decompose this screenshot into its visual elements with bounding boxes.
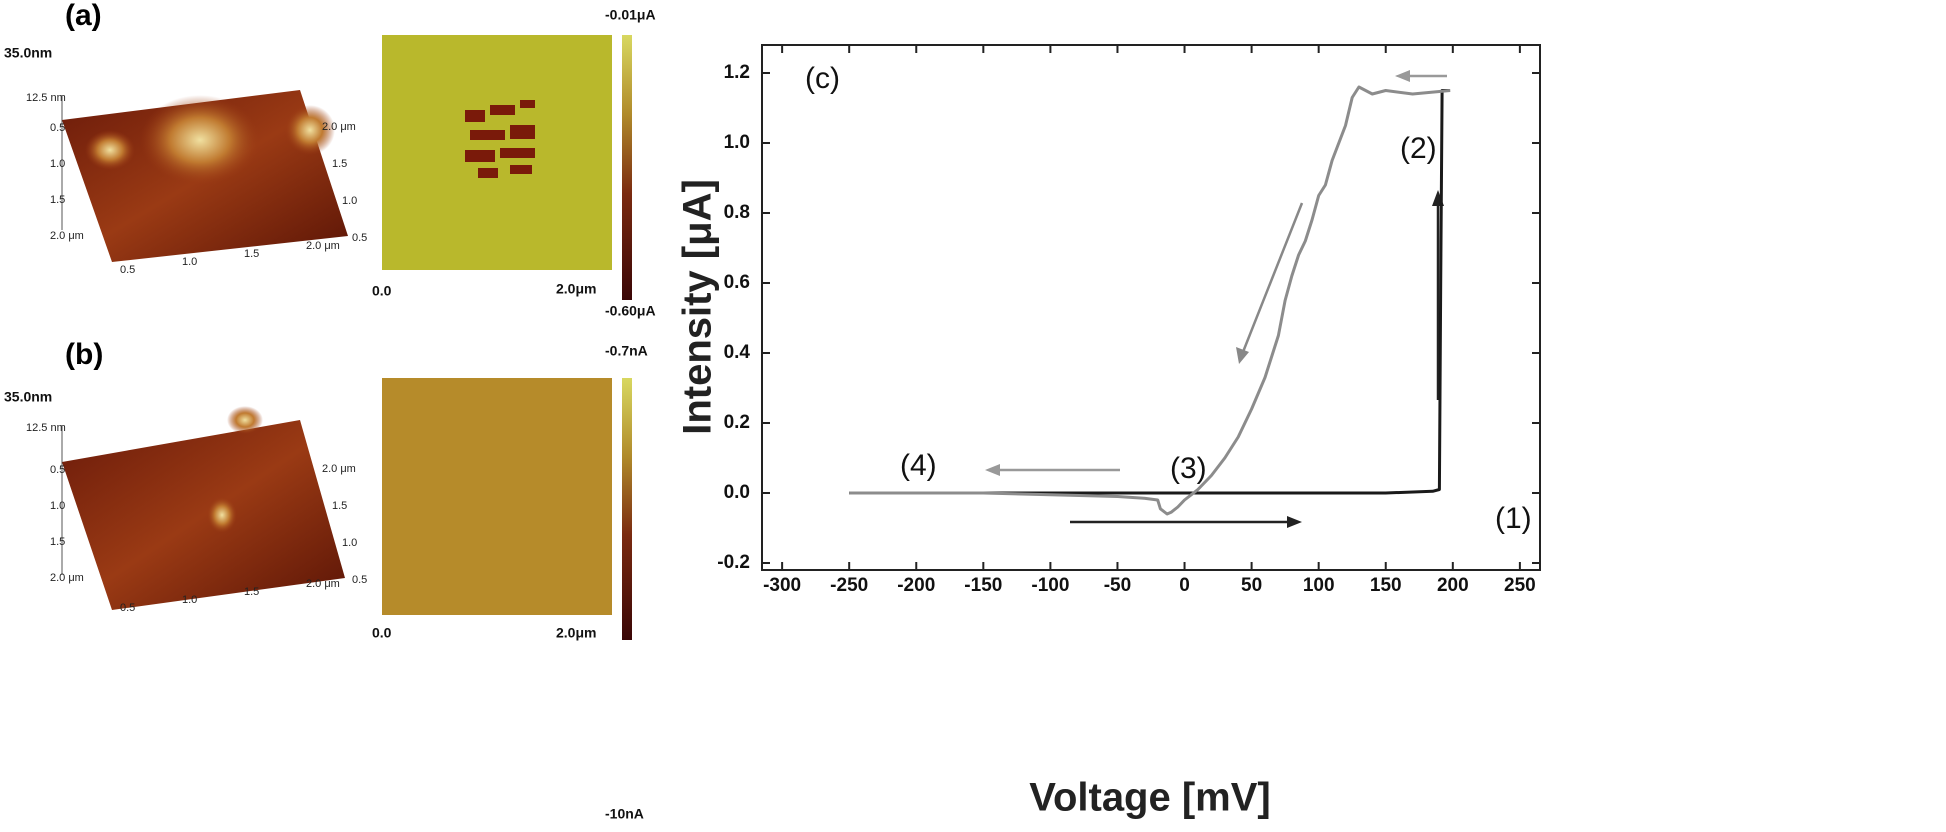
peak — [207, 497, 237, 533]
x-tick-label: 0 — [1179, 575, 1190, 596]
y-tick-label: 1.2 — [724, 62, 750, 83]
colorbar-min: -0.60μA — [605, 303, 656, 319]
topo-tick: 2.0 μm — [50, 230, 84, 242]
conductive-spots — [465, 100, 535, 178]
y-tick-label: 1.0 — [724, 132, 750, 153]
y-tick-label: 0.2 — [724, 412, 750, 433]
x-tick-label: -50 — [1104, 575, 1131, 596]
map-axis-label: 2.0μm — [556, 625, 596, 641]
y-tick-label: 0.6 — [724, 272, 750, 293]
panel-label: (b) — [65, 338, 103, 371]
height-max: 35.0nm — [4, 45, 52, 61]
annotation: (c) — [805, 62, 840, 95]
y-axis-title: Intensity [μA] — [676, 179, 720, 435]
panel-label: (a) — [65, 0, 102, 32]
peak — [227, 406, 263, 434]
peak — [285, 105, 335, 155]
topo-tick: 2.0 μm — [322, 121, 356, 133]
x-tick-label: -250 — [830, 575, 868, 596]
topography — [62, 420, 345, 610]
peak — [140, 95, 260, 185]
topo-tick: 1.5 — [244, 586, 259, 598]
map-axis-label: 2.0μm — [556, 281, 596, 297]
topo-tick: 1.5 — [244, 248, 259, 260]
map-axis-label: 0.0 — [372, 283, 392, 299]
x-tick-label: -200 — [897, 575, 935, 596]
topo-tick: 1.0 — [342, 537, 357, 549]
x-tick-label: 50 — [1241, 575, 1262, 596]
topo-tick: 0.5 — [120, 602, 135, 614]
y-tick-label: 0.0 — [724, 482, 750, 503]
x-tick-label: -150 — [964, 575, 1002, 596]
arrows — [985, 70, 1447, 528]
x-tick-label: -300 — [763, 575, 801, 596]
z-tick: 12.5 nm — [26, 422, 66, 434]
topo-tick: 0.5 — [50, 464, 65, 476]
x-tick-label: 150 — [1370, 575, 1402, 596]
topo-tick: 2.0 μm — [306, 240, 340, 252]
y-tick-label: -0.2 — [717, 552, 750, 573]
plot-frame — [761, 44, 1541, 571]
x-tick-label: 200 — [1437, 575, 1469, 596]
colorbar-max: -0.7nA — [605, 343, 648, 359]
topo-tick: 1.5 — [50, 194, 65, 206]
z-tick: 12.5 nm — [26, 92, 66, 104]
topo-tick: 0.5 — [120, 264, 135, 276]
topo-tick: 1.0 — [182, 256, 197, 268]
x-tick-label: 250 — [1504, 575, 1536, 596]
iv-chart: Intensity [μA] Voltage [mV] (c) (1) (2) … — [676, 44, 1541, 820]
annotation: (1) — [1495, 502, 1532, 535]
topo-tick: 0.5 — [50, 122, 65, 134]
annotation: (2) — [1400, 132, 1437, 165]
topo-tick: 1.0 — [50, 500, 65, 512]
topo-tick: 1.5 — [50, 536, 65, 548]
topo-tick: 0.5 — [352, 574, 367, 586]
topo-tick: 1.0 — [182, 594, 197, 606]
map-axis-label: 0.0 — [372, 625, 392, 641]
topo-tick: 1.5 — [332, 500, 347, 512]
height-max: 35.0nm — [4, 389, 52, 405]
annotation: (3) — [1170, 452, 1207, 485]
colorbar — [622, 378, 632, 640]
y-tick-label: 0.8 — [724, 202, 750, 223]
current-map — [382, 378, 612, 615]
x-tick-label: 100 — [1303, 575, 1335, 596]
topo-tick: 1.0 — [342, 195, 357, 207]
topo-tick: 1.5 — [332, 158, 347, 170]
iv-curve — [849, 89, 1451, 495]
iv-curve — [849, 85, 1451, 516]
colorbar — [622, 35, 632, 300]
current-map — [382, 35, 612, 270]
peak — [85, 130, 135, 170]
colorbar-max: -0.01μA — [605, 7, 656, 23]
annotation: (4) — [900, 449, 937, 482]
y-tick-label: 0.4 — [724, 342, 751, 363]
topo-tick: 2.0 μm — [306, 578, 340, 590]
topo-tick: 2.0 μm — [50, 572, 84, 584]
topo-tick: 1.0 — [50, 158, 65, 170]
topo-tick: 2.0 μm — [322, 463, 356, 475]
x-axis-title: Voltage [mV] — [1029, 776, 1271, 820]
colorbar-min: -10nA — [605, 806, 644, 822]
x-tick-label: -100 — [1031, 575, 1069, 596]
topo-tick: 0.5 — [352, 232, 367, 244]
